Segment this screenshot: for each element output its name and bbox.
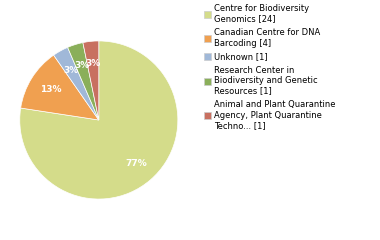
Text: 3%: 3% [63, 66, 79, 75]
Text: 77%: 77% [125, 159, 147, 168]
Wedge shape [68, 42, 99, 120]
Wedge shape [20, 41, 178, 199]
Wedge shape [21, 55, 99, 120]
Legend: Centre for Biodiversity
Genomics [24], Canadian Centre for DNA
Barcoding [4], Un: Centre for Biodiversity Genomics [24], C… [204, 4, 336, 130]
Wedge shape [54, 47, 99, 120]
Text: 3%: 3% [74, 61, 89, 70]
Text: 13%: 13% [40, 85, 61, 94]
Wedge shape [83, 41, 99, 120]
Text: 3%: 3% [86, 59, 101, 68]
